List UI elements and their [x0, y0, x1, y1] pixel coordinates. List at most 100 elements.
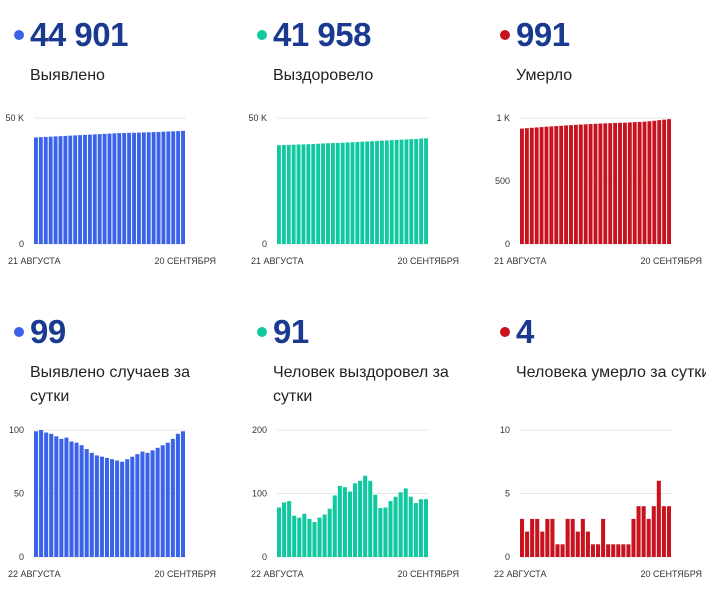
- bar: [423, 499, 428, 557]
- bar: [281, 144, 286, 244]
- bar: [573, 124, 578, 244]
- bar: [322, 514, 327, 557]
- x-tick-label-start: 22 АВГУСТА: [494, 569, 547, 579]
- x-tick-label-start: 21 АВГУСТА: [251, 256, 304, 266]
- bar: [393, 496, 398, 557]
- bar: [424, 138, 428, 244]
- bar: [642, 121, 647, 244]
- y-tick-label: 0: [262, 239, 267, 249]
- bar: [145, 452, 150, 557]
- bar: [53, 136, 58, 244]
- bar: [560, 544, 565, 557]
- bar: [87, 134, 92, 244]
- bar: [286, 144, 291, 244]
- bar: [403, 488, 408, 557]
- x-tick-label-end: 20 СЕНТЯБРЯ: [640, 569, 702, 579]
- bar: [307, 518, 312, 557]
- bar: [156, 131, 161, 244]
- bar: [292, 515, 297, 557]
- bar: [297, 517, 302, 557]
- bar: [277, 145, 281, 244]
- bar: [48, 136, 53, 244]
- panel-label: Человек выздоровел за сутки: [273, 364, 449, 405]
- bar: [49, 433, 54, 557]
- bar: [365, 141, 370, 244]
- bar: [127, 132, 132, 244]
- bar: [646, 518, 651, 557]
- bar: [136, 132, 141, 244]
- y-tick-label: 200: [252, 425, 267, 435]
- bar: [641, 506, 646, 557]
- bar: [64, 437, 69, 557]
- bar: [69, 441, 74, 557]
- bar: [63, 135, 68, 244]
- bar: [413, 503, 418, 557]
- panel-recovered: 41 958 Выздоровело 50 K 0 21 АВГУСТА 20 СЕН…: [243, 0, 478, 297]
- bar: [107, 133, 112, 244]
- bar: [409, 139, 414, 244]
- bar: [151, 132, 156, 244]
- bar: [120, 461, 125, 557]
- bar: [545, 518, 550, 557]
- bar: [170, 438, 175, 557]
- x-tick-label-end: 20 СЕНТЯБРЯ: [640, 256, 702, 266]
- y-tick-label: 1 K: [496, 113, 510, 123]
- total-detected-value: 44 901: [30, 16, 128, 53]
- bar: [181, 130, 185, 244]
- bar: [603, 123, 608, 244]
- bar: [627, 122, 632, 244]
- bar: [596, 544, 601, 557]
- bar: [637, 121, 642, 244]
- daily-deaths-value: 4: [516, 313, 534, 350]
- bar: [360, 141, 365, 244]
- bar: [631, 518, 636, 557]
- bar: [530, 518, 535, 557]
- bar: [539, 127, 544, 244]
- panel-daily-detected: 99 Выявлено случаев за сутки 100 50 0 22 АВ…: [0, 297, 235, 594]
- bar: [321, 143, 326, 244]
- bar: [544, 126, 549, 244]
- bar: [656, 480, 661, 557]
- chart-daily-deaths: 10 5 0 22 АВГУСТА 20 СЕНТЯБРЯ: [494, 425, 702, 579]
- bar: [335, 142, 340, 244]
- bar: [520, 518, 525, 557]
- bar: [398, 492, 403, 557]
- bar: [569, 125, 573, 244]
- bar: [525, 531, 530, 557]
- bar: [662, 119, 667, 244]
- bar: [130, 456, 135, 557]
- bar: [524, 128, 529, 244]
- y-tick-label: 0: [19, 552, 24, 562]
- bar: [564, 125, 569, 244]
- bar: [306, 144, 311, 244]
- y-tick-label: 0: [262, 552, 267, 562]
- bar: [666, 506, 671, 557]
- bar: [613, 122, 618, 244]
- bar: [590, 544, 595, 557]
- bar: [622, 122, 627, 244]
- bar: [383, 507, 388, 557]
- bar: [287, 501, 292, 557]
- bar: [78, 135, 83, 244]
- bar: [132, 132, 136, 244]
- bar: [44, 432, 49, 557]
- chart-deaths: 1 K 500 0 21 АВГУСТА 20 СЕНТЯБРЯ: [494, 113, 702, 266]
- bar: [79, 445, 84, 557]
- bar: [326, 143, 330, 244]
- bar: [647, 121, 652, 244]
- panel-deaths: 991 Умерло 1 K 500 0 21 АВГУСТА 20 СЕНТЯБРЯ: [486, 0, 706, 297]
- bar: [632, 122, 637, 244]
- y-tick-label: 10: [500, 425, 510, 435]
- bar: [161, 131, 166, 244]
- x-tick-label-end: 20 СЕНТЯБРЯ: [154, 256, 216, 266]
- daily-detected-value: 99: [30, 313, 66, 350]
- bar: [175, 433, 180, 557]
- bar: [657, 120, 662, 244]
- chart-recovered: 50 K 0 21 АВГУСТА 20 СЕНТЯБРЯ: [248, 113, 459, 266]
- y-tick-label: 0: [505, 239, 510, 249]
- bar: [291, 144, 296, 244]
- bar: [165, 442, 170, 557]
- bar: [97, 134, 102, 244]
- total-deaths-value: 991: [516, 16, 570, 53]
- y-tick-label: 0: [19, 239, 24, 249]
